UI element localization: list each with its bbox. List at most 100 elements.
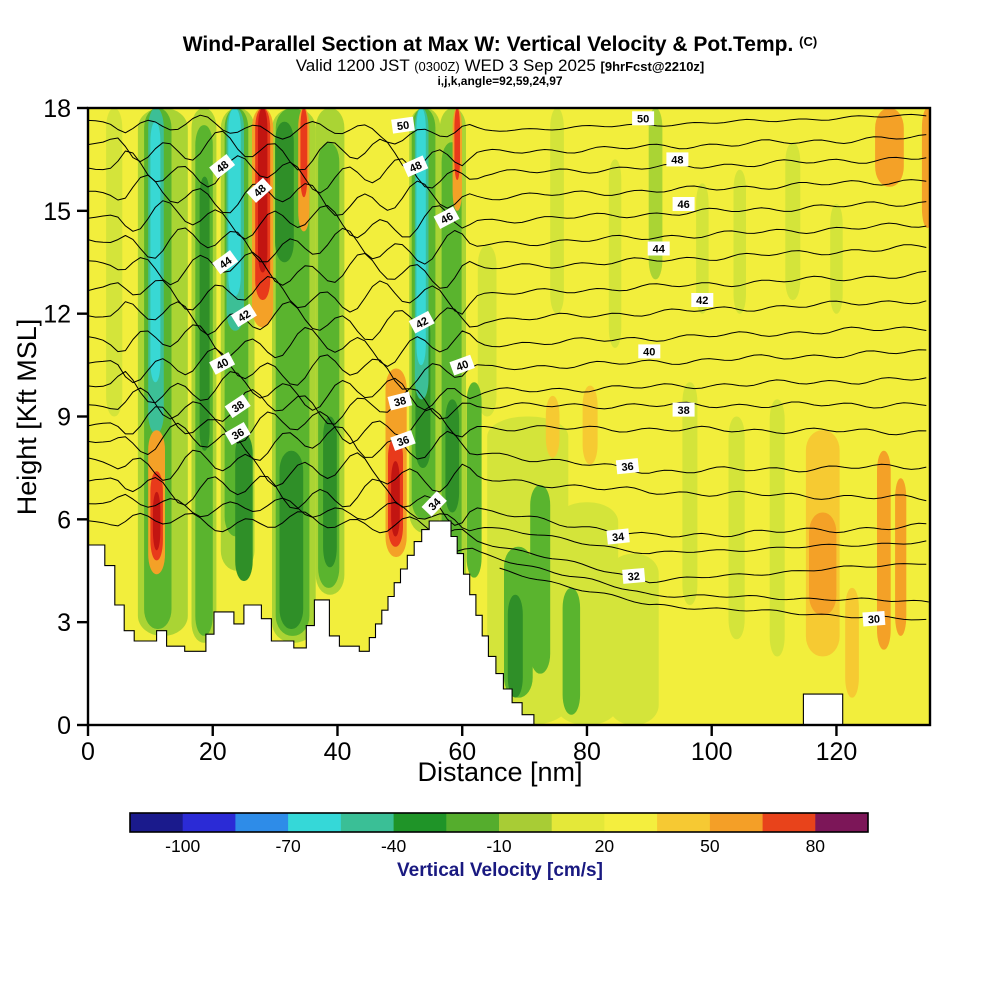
valid-time-z: (0300Z) [414, 59, 460, 74]
contour-label: 38 [387, 391, 413, 411]
colorbar-segment [130, 813, 184, 832]
isentrope-line [88, 174, 927, 216]
velocity-band [445, 399, 460, 513]
isentrope-line [88, 387, 927, 425]
colorbar-segment [235, 813, 289, 832]
colorbar-segment [762, 813, 816, 832]
svg-text:40: 40 [455, 358, 471, 373]
svg-text:48: 48 [214, 159, 231, 176]
contour-label: 36 [390, 430, 416, 451]
svg-text:42: 42 [696, 295, 708, 307]
svg-text:40: 40 [643, 347, 655, 359]
svg-text:42: 42 [236, 308, 253, 325]
valid-date: WED 3 Sep 2025 [464, 56, 596, 75]
velocity-band [728, 416, 745, 640]
isentrope-line [88, 475, 927, 538]
y-tick-label: 9 [57, 404, 71, 432]
isentrope-line [88, 449, 927, 502]
contour-label: 40 [449, 354, 475, 376]
velocity-band [608, 553, 659, 725]
contour-label: 48 [402, 155, 429, 178]
velocity-band [323, 416, 337, 568]
colorbar-segment [340, 813, 395, 832]
x-tick-label: 80 [573, 738, 601, 766]
velocity-band [199, 176, 210, 451]
x-tick-label: 120 [816, 738, 858, 766]
svg-text:38: 38 [393, 395, 408, 410]
contour-label: 42 [230, 303, 257, 328]
terrain [88, 521, 930, 725]
colorbar-segment [182, 813, 236, 832]
contour-label: 36 [224, 422, 251, 446]
contour-label: 48 [666, 152, 689, 167]
velocity-band [279, 450, 304, 629]
velocity-band [733, 169, 746, 314]
isentrope-line [499, 567, 927, 621]
colorbar-segment [288, 813, 342, 832]
velocity-band [275, 121, 294, 263]
svg-text:38: 38 [677, 405, 689, 417]
forecast-info: [9hrFcst@2210z] [600, 59, 705, 74]
isentrope-line [88, 300, 927, 341]
velocity-band [582, 385, 598, 465]
contour-label: 44 [647, 241, 670, 256]
velocity-band [921, 108, 930, 228]
velocity-band [228, 108, 241, 297]
velocity-band [550, 108, 564, 314]
valid-prefix: Valid 1200 JST [295, 56, 410, 75]
isentrope-line [88, 222, 927, 265]
isentrope-line [88, 370, 927, 411]
y-tick-label: 15 [43, 198, 71, 226]
colorbar-segment [657, 813, 711, 832]
contour-label: 38 [672, 402, 695, 417]
colorbar-segment [393, 813, 447, 832]
svg-text:34: 34 [612, 531, 626, 544]
contour-label: 50 [391, 116, 415, 134]
svg-text:38: 38 [230, 399, 247, 416]
isentrope-line [88, 511, 927, 584]
velocity-band [696, 183, 709, 314]
contour-label: 50 [632, 111, 655, 126]
velocity-band [830, 204, 843, 314]
chart-title-text: Wind-Parallel Section at Max W: Vertical… [182, 33, 794, 56]
svg-text:50: 50 [637, 114, 649, 126]
colorbar-segment [815, 813, 869, 832]
x-tick-label: 60 [448, 738, 476, 766]
svg-text:42: 42 [414, 315, 430, 331]
colorbar-segment [709, 813, 764, 832]
colorbar-segment [446, 813, 500, 832]
velocity-band [477, 245, 497, 417]
contour-label: 48 [209, 154, 236, 179]
colorbar-title: Vertical Velocity [cm/s] [397, 860, 603, 881]
contour-label: 42 [691, 293, 714, 307]
velocity-band [785, 142, 801, 300]
contour-label: 42 [408, 310, 435, 334]
colorbar-tick-label: 50 [700, 836, 720, 856]
contour-label: 34 [606, 528, 630, 545]
contour-label: 36 [615, 458, 640, 475]
terrain-outline [88, 520, 930, 725]
grid-info: i,j,k,angle=92,59,24,97 [437, 74, 563, 88]
y-tick-label: 18 [43, 95, 71, 123]
svg-text:46: 46 [439, 211, 455, 227]
velocity-band [845, 587, 859, 698]
velocity-band [106, 108, 123, 417]
svg-text:44: 44 [653, 244, 666, 256]
contour-label: 40 [209, 352, 236, 375]
chart-title-unit: (C) [799, 34, 818, 49]
velocity-band [809, 512, 837, 616]
velocity-band [608, 159, 622, 348]
svg-text:40: 40 [214, 356, 230, 372]
isentrope-line [88, 244, 927, 289]
svg-text:50: 50 [396, 119, 410, 133]
isentrope-line [88, 130, 927, 172]
velocity-band [562, 587, 581, 715]
colorbar-segment [551, 813, 605, 832]
svg-text:36: 36 [230, 426, 247, 443]
velocity-band [769, 399, 785, 657]
svg-text:36: 36 [621, 461, 634, 474]
contour-label: 40 [638, 344, 661, 359]
isentrope-line [88, 200, 927, 240]
x-tick-label: 20 [199, 738, 227, 766]
